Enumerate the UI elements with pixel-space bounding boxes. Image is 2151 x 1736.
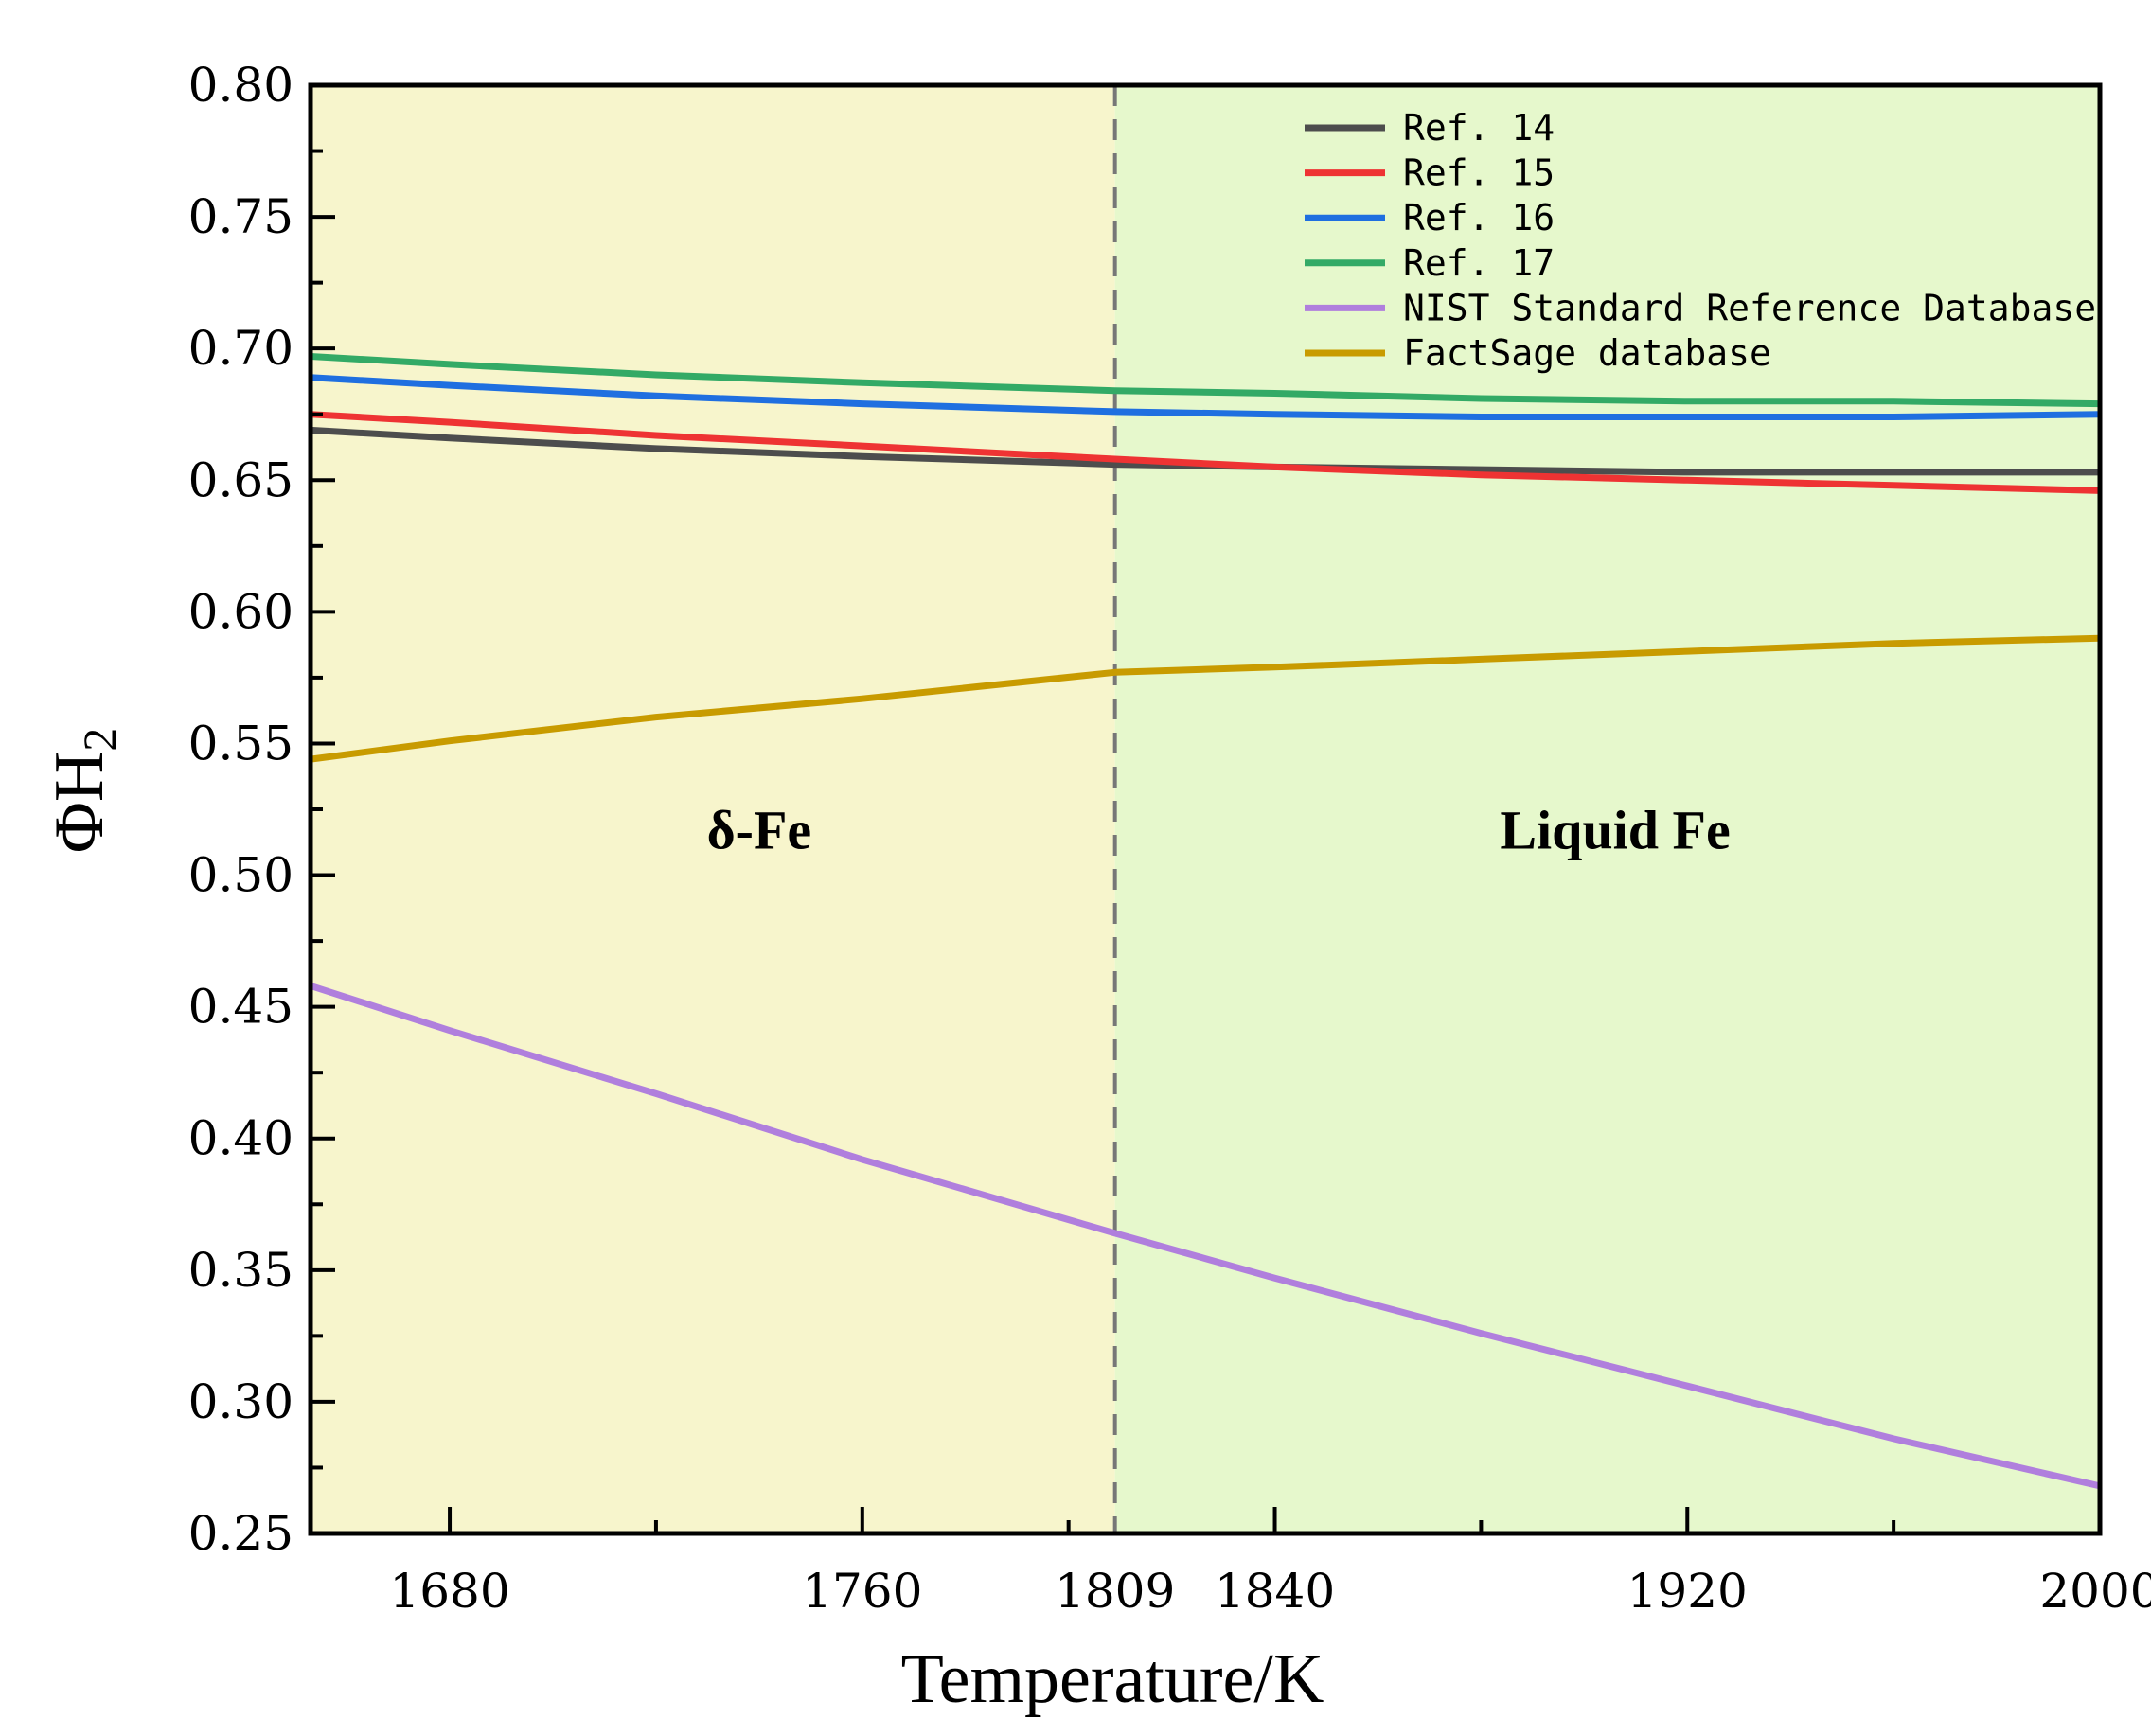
y-tick-label-4: 0.45 [188, 980, 293, 1035]
x-axis-title: Temperature/K [901, 1640, 1324, 1718]
legend-label-5: FactSage database [1403, 332, 1771, 374]
y-axis: 0.25 0.30 0.35 0.40 0.45 0.50 0.55 0.60 0.65 0.70… [188, 58, 335, 1561]
x-tick-label-3: 1840 [1215, 1564, 1335, 1619]
y-axis-title: ΦH2 [41, 728, 126, 854]
y-tick-label-10: 0.75 [188, 189, 293, 244]
y-tick-label-9: 0.70 [188, 321, 293, 376]
y-tick-label-2: 0.35 [188, 1243, 293, 1298]
y-axis-title-subscript: 2 [73, 728, 126, 752]
series-line-3 [310, 353, 2101, 408]
y-tick-label-3: 0.40 [188, 1111, 293, 1166]
y-tick-label-11: 0.80 [188, 58, 293, 113]
legend-label-3: Ref. 17 [1403, 242, 1555, 284]
x-tick-label-0: 1680 [389, 1564, 509, 1619]
y-tick-label-1: 0.30 [188, 1374, 293, 1429]
y-tick-label-0: 0.25 [188, 1506, 293, 1561]
phase-regions [311, 85, 2100, 1533]
y-axis-title-main: ΦH [41, 752, 118, 854]
legend-label-4: NIST Standard Reference Database [1403, 287, 2096, 328]
legend-label-1: Ref. 15 [1403, 152, 1555, 194]
series-line-1 [310, 411, 2101, 494]
series-line-2 [310, 374, 2101, 420]
y-tick-label-6: 0.55 [188, 716, 293, 771]
x-tick-label-4: 1920 [1627, 1564, 1748, 1619]
region-0 [311, 85, 1115, 1533]
series-lines [309, 353, 2101, 1490]
x-axis: 1680 1760 1809 1840 1920 2000 [389, 1507, 2151, 1619]
region-1 [1114, 85, 2100, 1533]
region-labels: δ-Fe Liquid Fe [707, 800, 1731, 861]
legend-label-2: Ref. 16 [1403, 197, 1555, 239]
x-tick-label-5: 2000 [2039, 1564, 2151, 1619]
x-tick-label-2: 1809 [1055, 1564, 1175, 1619]
series-line-4 [309, 983, 2101, 1490]
y-tick-label-7: 0.60 [188, 584, 293, 639]
region-label-0: δ-Fe [707, 800, 812, 861]
region-label-1: Liquid Fe [1500, 800, 1730, 861]
y-tick-label-8: 0.65 [188, 452, 293, 507]
legend-label-0: Ref. 14 [1403, 107, 1555, 149]
series-line-5 [310, 634, 2101, 763]
y-tick-label-5: 0.50 [188, 848, 293, 903]
x-tick-label-1: 1760 [802, 1564, 922, 1619]
